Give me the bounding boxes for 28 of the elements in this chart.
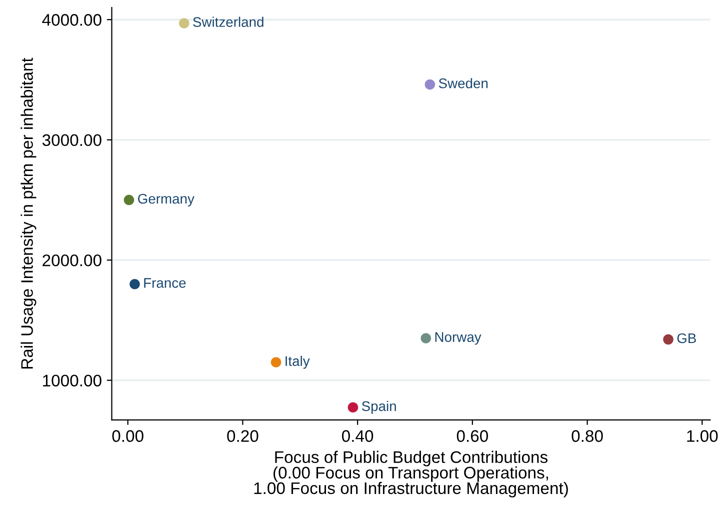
series-label: Norway <box>435 332 482 345</box>
series-label: Italy <box>286 356 310 369</box>
y-tick-label: 3000.00 <box>42 134 102 146</box>
series-label: Sweden <box>438 78 488 88</box>
series-label: France <box>144 278 186 288</box>
series-label: Germany <box>138 194 194 206</box>
x-axis-title: Focus of Public Budget Contributions (0.00 Focus on Transport Operations, 1.00 Focus on Infrastructure Management) <box>254 450 568 498</box>
y-tick-label: 4000.00 <box>42 14 102 26</box>
series-label: Spain <box>362 400 396 414</box>
series-label: GB <box>677 333 696 344</box>
y-tick-label: 2000.00 <box>42 254 102 266</box>
y-tick-label: 1000.00 <box>43 374 102 387</box>
series-label: Switzerland <box>193 16 264 27</box>
point <box>420 333 432 344</box>
point <box>348 402 358 413</box>
x-tick-label: 0.80 <box>572 430 603 442</box>
point <box>663 334 674 345</box>
x-tick-label: 1.00 <box>687 430 718 442</box>
x-tick-label: 0.00 <box>112 430 144 442</box>
point <box>130 278 140 290</box>
x-tick-label: 0.20 <box>227 430 258 442</box>
x-tick-label: 0.40 <box>342 430 374 442</box>
point <box>424 79 436 90</box>
point <box>124 194 134 206</box>
point <box>178 18 190 28</box>
x-tick-label: 0.60 <box>456 430 488 442</box>
point <box>270 357 282 368</box>
y-axis-title: Rail Usage Intensity in ptkm per inhabitant <box>20 58 36 369</box>
